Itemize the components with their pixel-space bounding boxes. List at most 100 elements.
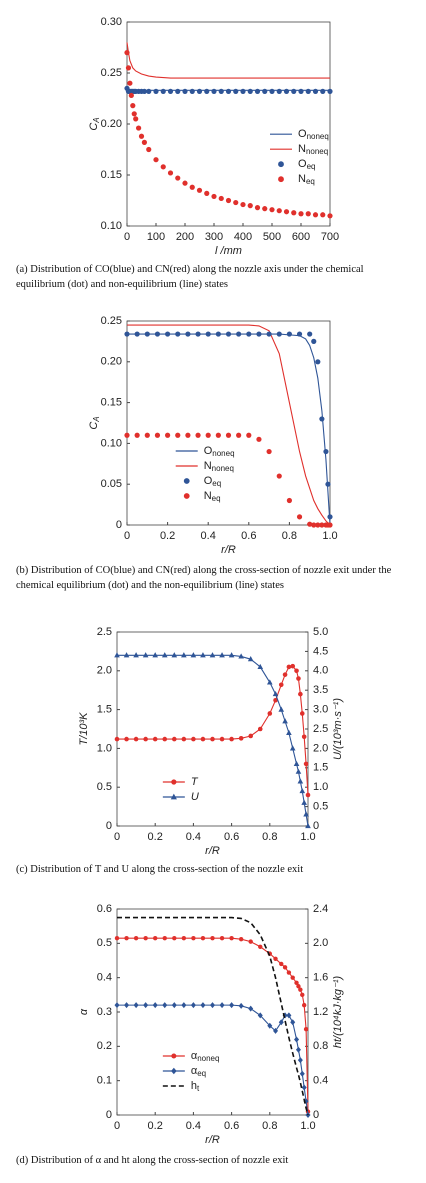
y-tick-label: 0 [106,820,112,832]
marker [195,432,201,438]
marker [162,935,167,941]
marker [301,799,307,805]
marker [295,768,302,774]
marker [297,1057,303,1064]
marker [256,331,262,337]
marker [124,736,129,742]
marker [219,736,225,742]
marker [160,164,166,170]
marker [278,706,285,712]
x-tick-label: 0.8 [262,831,277,843]
marker [190,1002,196,1009]
marker [196,88,203,94]
marker [200,935,206,941]
marker [297,778,304,784]
marker [286,1012,292,1019]
marker [319,522,325,528]
legend-label: U [191,791,199,803]
marker [319,416,325,422]
marker [171,1002,177,1009]
marker [262,206,268,212]
legend-swatch [183,478,190,484]
marker [286,729,292,735]
marker [167,170,174,176]
marker [146,88,152,94]
marker [290,975,295,980]
marker [303,811,309,817]
x-tick-label: 0.2 [160,530,175,542]
y-tick-label: 0.3 [97,1006,112,1018]
y-tick-label: 1.5 [97,704,112,716]
marker [125,65,132,71]
marker [294,668,299,674]
y-tick-label: 0 [116,519,122,531]
marker [311,338,317,344]
plot-frame [126,21,331,227]
marker [191,935,196,941]
x-tick-label: 0.2 [148,831,163,843]
marker [133,736,139,742]
marker [327,522,333,528]
y-axis-label: α [78,1008,90,1015]
y-tick-label: 0.1 [97,1075,112,1087]
marker [327,88,333,94]
x-tick-label: 1.0 [300,1120,315,1132]
marker [219,935,225,941]
y-tick-label: 0.2 [97,1040,112,1052]
marker [210,935,215,941]
marker [294,980,299,986]
marker [248,1005,254,1012]
x-tick-label: 0 [114,1120,120,1132]
marker [205,331,211,337]
marker [210,1002,215,1009]
series-line [126,42,330,79]
marker [196,187,203,193]
marker [152,736,158,742]
marker [315,359,321,365]
y2-tick-label: 1.0 [313,781,328,793]
x-tick-label: 700 [321,231,339,243]
series-line [127,324,331,526]
marker [282,672,288,677]
marker [278,1019,284,1026]
x-tick-label: 0.4 [186,1120,201,1132]
marker [144,432,150,438]
marker [190,652,197,658]
y-tick-label: 2.0 [97,665,112,677]
marker [267,1022,273,1029]
y2-axis-label: ht/(10⁴kJ·kg⁻¹) [332,976,344,1049]
y-axis-label: CA [88,117,101,130]
marker [191,736,196,742]
x-tick-label: 0 [124,530,130,542]
marker [254,88,261,94]
x-axis-label: r/R [221,544,236,556]
x-tick-label: 500 [263,231,281,243]
y2-tick-label: 5.0 [313,626,328,638]
marker [181,935,187,941]
marker [283,88,290,94]
marker [315,522,321,528]
marker [312,212,319,218]
marker [130,103,136,109]
y-tick-label: 0.5 [97,937,112,949]
marker [175,331,181,337]
x-tick-label: 100 [147,231,165,243]
marker [320,88,326,94]
marker [273,1027,279,1034]
x-axis-label: r/R [205,845,220,857]
legend-swatch [171,779,177,785]
marker [276,331,282,337]
marker [228,652,235,658]
marker [175,88,181,94]
caption: (b) Distribution of CO(blue) and CN(red)… [16,565,392,591]
marker [296,331,303,337]
x-tick-label: 0.4 [201,530,216,542]
legend-swatch [170,793,177,800]
marker [172,935,177,941]
marker [143,1002,149,1009]
marker [218,88,224,94]
y2-tick-label: 2.0 [313,742,328,754]
marker [294,1036,300,1043]
marker [189,184,195,190]
x-tick-label: 0.8 [262,1120,277,1132]
